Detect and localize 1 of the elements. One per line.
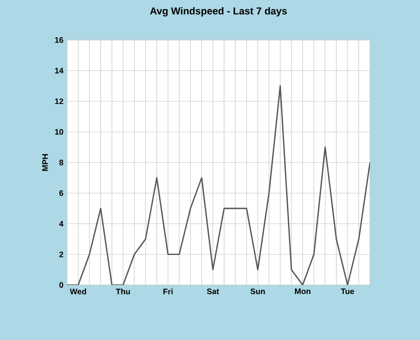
chart-title: Avg Windspeed - Last 7 days [150,7,287,16]
